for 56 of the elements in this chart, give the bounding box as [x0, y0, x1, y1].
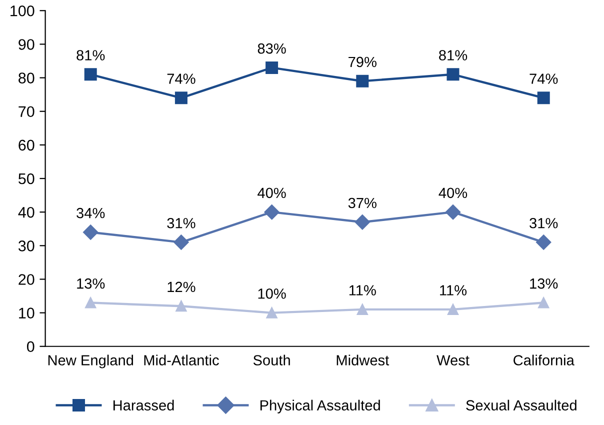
x-tick-label: Midwest	[336, 354, 390, 366]
y-tick-label: 80	[18, 72, 34, 84]
x-tick-label: New England	[48, 354, 134, 368]
legend-label: Harassed	[113, 400, 174, 410]
point	[266, 307, 278, 318]
data-label: 81%	[439, 50, 468, 60]
data-label: 79%	[348, 56, 376, 68]
data-label: 11%	[349, 285, 376, 296]
y-tick-label: 70	[18, 106, 34, 118]
data-label: 81%	[76, 50, 105, 60]
y-tick-label: 40	[18, 206, 34, 218]
data-label: 74%	[167, 74, 196, 84]
point	[356, 304, 368, 315]
point	[176, 300, 187, 312]
legend-label: Physical Assaulted	[260, 400, 380, 414]
point	[85, 297, 96, 308]
point	[446, 68, 460, 81]
point	[356, 74, 369, 88]
data-label: 10%	[258, 288, 286, 299]
point	[536, 234, 552, 250]
y-tick-label: 30	[18, 240, 34, 252]
data-label: 34%	[76, 208, 105, 218]
point	[354, 214, 370, 230]
data-label: 31%	[167, 218, 196, 228]
data-label: 31%	[530, 218, 558, 228]
point	[264, 204, 280, 220]
point	[445, 204, 461, 220]
x-tick-label: South	[253, 354, 290, 366]
point	[174, 234, 189, 250]
legend-label: Sexual Assaulted	[466, 400, 576, 410]
y-tick-label: 50	[18, 173, 34, 184]
x-tick-label: Mid-Atlantic	[144, 354, 219, 366]
y-tick-label: 100	[10, 5, 34, 16]
x-tick-label: California	[514, 354, 574, 366]
y-tick-label: 0	[26, 341, 34, 352]
point	[174, 92, 188, 104]
y-tick-label: 20	[18, 274, 34, 285]
data-label: 40%	[438, 188, 468, 198]
data-label: 37%	[348, 198, 376, 208]
data-label: 12%	[168, 282, 196, 292]
y-tick-label: 60	[18, 140, 34, 151]
y-tick-label: 90	[18, 39, 34, 50]
point	[537, 92, 550, 104]
x-tick-label: West	[436, 355, 470, 366]
data-label: 83%	[258, 43, 286, 54]
point	[84, 68, 97, 81]
y-tick-label: 10	[19, 308, 34, 318]
data-label: 11%	[440, 285, 467, 296]
point	[447, 304, 459, 315]
data-label: 40%	[258, 188, 286, 198]
data-label: 74%	[530, 74, 558, 84]
point	[266, 61, 278, 74]
data-label: 13%	[530, 278, 558, 289]
point	[538, 297, 550, 308]
point	[83, 224, 98, 240]
data-label: 13%	[77, 278, 105, 289]
